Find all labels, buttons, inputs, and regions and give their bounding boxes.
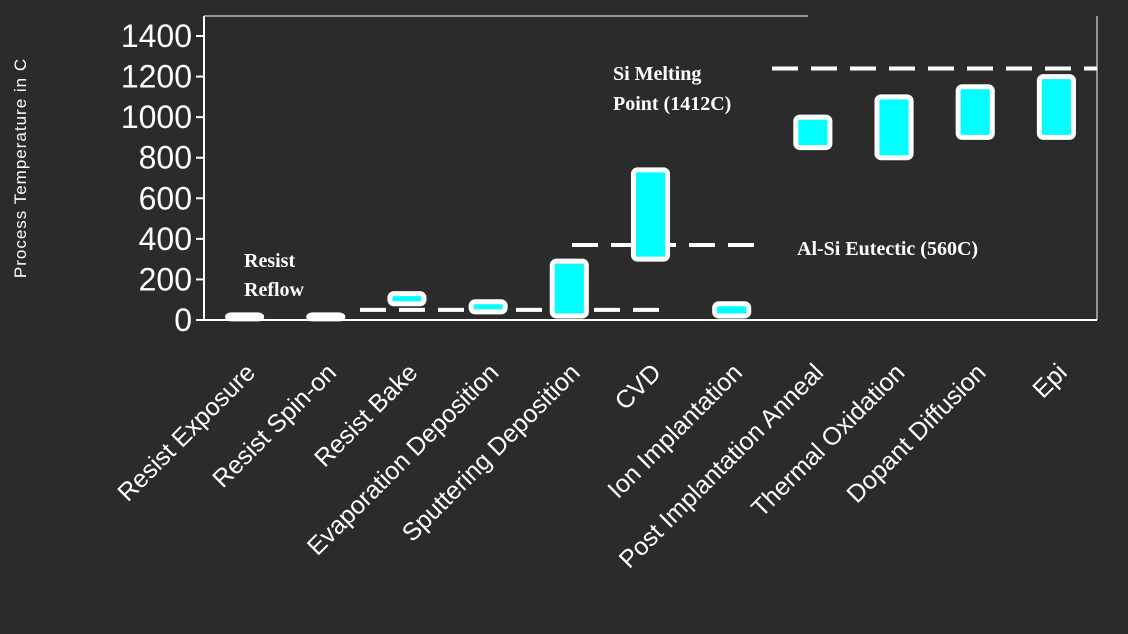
y-tick-label: 200 bbox=[139, 261, 192, 297]
y-tick-label: 600 bbox=[139, 180, 192, 216]
range-bar bbox=[468, 299, 508, 315]
category-label: Resist Exposure bbox=[112, 358, 261, 507]
range-bar bbox=[549, 258, 589, 319]
range-bar bbox=[225, 312, 265, 322]
resist-reflow-annotation-line2: Reflow bbox=[244, 279, 305, 301]
category-label: CVD bbox=[610, 358, 667, 415]
y-axis-label: Process Temperature in C bbox=[11, 58, 30, 278]
si-melting-annotation-line2: Point (1412C) bbox=[613, 93, 731, 115]
range-bar bbox=[712, 301, 752, 319]
category-label: Dopant Diffusion bbox=[841, 358, 991, 508]
si-melting-annotation-line1: Si Melting bbox=[613, 63, 701, 85]
range-bar bbox=[306, 312, 346, 322]
range-bar bbox=[955, 84, 995, 140]
category-label: Thermal Oxidation bbox=[746, 358, 910, 522]
annotations: Resist Reflow Si Melting Point (1412C) A… bbox=[244, 63, 978, 301]
range-bar bbox=[874, 94, 914, 161]
range-bars bbox=[225, 74, 1076, 322]
range-bar bbox=[387, 291, 427, 307]
resist-reflow-annotation-line1: Resist bbox=[244, 250, 295, 272]
y-tick-label: 1000 bbox=[121, 99, 192, 135]
y-tick-label: 0 bbox=[174, 302, 192, 338]
y-tick-label: 400 bbox=[139, 221, 192, 257]
range-bar bbox=[630, 167, 671, 262]
range-bar bbox=[793, 114, 833, 151]
y-tick-label: 1200 bbox=[121, 59, 192, 95]
y-ticks: 0 200 400 600 800 1000 1200 1400 bbox=[121, 18, 204, 338]
range-bar bbox=[1036, 74, 1076, 140]
y-tick-label: 800 bbox=[139, 140, 192, 176]
category-label: Epi bbox=[1027, 358, 1072, 403]
y-tick-label: 1400 bbox=[121, 18, 192, 54]
al-si-eutectic-annotation: Al-Si Eutectic (560C) bbox=[797, 238, 978, 260]
